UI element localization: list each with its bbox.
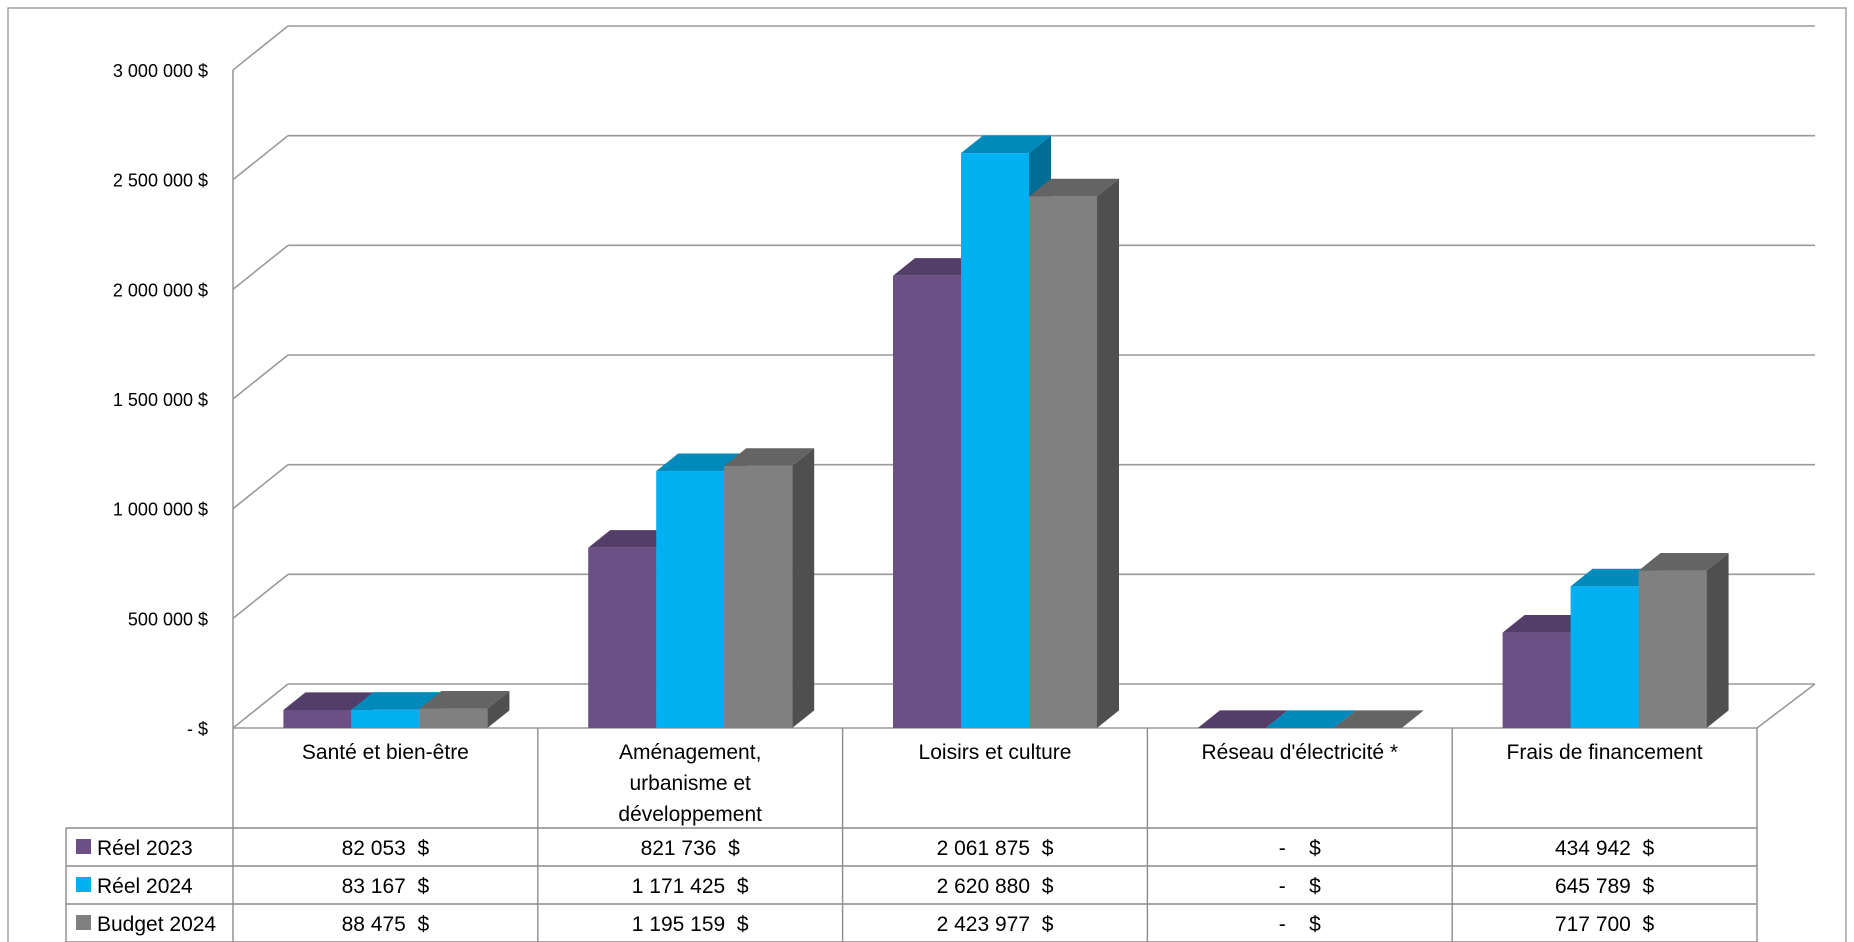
bar-top (724, 448, 815, 466)
bar-front (1570, 586, 1639, 728)
bar-top (1333, 710, 1424, 728)
y-tick-label: 2 000 000 $ (113, 280, 208, 300)
legend-label: Réel 2023 (97, 837, 193, 860)
bar-front (1638, 570, 1707, 728)
bar-front (893, 275, 961, 728)
data-label: 2 061 875 $ (937, 837, 1054, 860)
category-label: urbanisme et (629, 772, 751, 795)
bar-side (487, 690, 510, 728)
y-tick-label: 1 000 000 $ (113, 500, 208, 520)
bar-top (351, 692, 442, 710)
y-tick-label: 3 000 000 $ (113, 61, 208, 81)
bar-top (1197, 710, 1288, 728)
bar-budget-2024-sante-et-bien-etre (419, 690, 510, 728)
legend-label: Réel 2024 (97, 875, 193, 898)
floor-edge-depth (1756, 683, 1816, 729)
bar-top (283, 692, 374, 711)
gridline-depth (232, 135, 289, 181)
category-label: Réseau d'électricité * (1201, 741, 1398, 764)
bar-budget-2024-amenagement-urbanisme-et-developpement (724, 448, 815, 728)
gridline-depth (232, 683, 289, 729)
legend-swatch-reel-2023 (76, 839, 91, 854)
y-tick-label: 1 500 000 $ (113, 390, 208, 410)
chart-frame (7, 7, 1847, 942)
category-label: développement (618, 803, 762, 826)
bar-top (1638, 552, 1729, 571)
legend-label: Budget 2024 (97, 913, 216, 936)
data-label: 88 475 $ (342, 913, 430, 936)
data-label: 717 700 $ (1555, 913, 1655, 936)
data-label: 82 053 $ (342, 837, 430, 860)
bar-front (283, 710, 352, 728)
data-label: 83 167 $ (342, 875, 430, 898)
bar-top (419, 690, 510, 709)
category-label: Santé et bien-être (302, 741, 469, 764)
gridline-depth (232, 244, 289, 290)
data-label: 645 789 $ (1555, 875, 1655, 898)
bar-front (1029, 196, 1097, 728)
bar-front (1502, 632, 1571, 728)
data-label: 2 423 977 $ (937, 913, 1054, 936)
y-tick-label: 2 500 000 $ (113, 171, 208, 191)
bar-top (656, 453, 747, 472)
chart-border (7, 7, 1847, 942)
y-tick-label: - $ (187, 719, 208, 739)
bar-front (419, 708, 488, 728)
bar-top (1502, 615, 1593, 633)
bar-front (961, 153, 1029, 728)
legend-swatch-budget-2024 (76, 915, 91, 930)
bar-side (1706, 552, 1729, 728)
bar-budget-2024-frais-de-financement (1638, 552, 1729, 728)
bar-reel-2024-reseau-d-electricite (1265, 710, 1356, 728)
category-label: Loisirs et culture (919, 741, 1072, 764)
y-axis: - $ 500 000 $ 1 000 000 $ 1 500 000 $ 2 000 … (113, 61, 234, 739)
bar-front (724, 465, 793, 728)
data-label: - $ (1279, 875, 1321, 898)
gridline-depth (232, 464, 289, 510)
bar-budget-2024-loisirs-et-culture (1029, 178, 1119, 729)
category-label: Aménagement, (619, 741, 761, 764)
bar-reel-2023-reseau-d-electricite (1197, 710, 1288, 728)
data-label: - $ (1279, 913, 1321, 936)
data-label: - $ (1279, 837, 1321, 860)
y-tick-label: 500 000 $ (128, 609, 208, 629)
bar-front (656, 471, 725, 728)
bar-top (1570, 568, 1661, 587)
data-label: 2 620 880 $ (937, 875, 1054, 898)
bar-top (961, 135, 1051, 154)
gridline-depth (232, 25, 289, 71)
bar-top (1029, 178, 1119, 197)
data-label: 821 736 $ (641, 837, 741, 860)
bar-top (588, 530, 679, 548)
data-label: 434 942 $ (1555, 837, 1655, 860)
data-label: 1 171 425 $ (632, 875, 749, 898)
legend-swatch-reel-2024 (76, 877, 91, 892)
data-table: Santé et bien-être Aménagement, urbanisme … (65, 728, 1758, 942)
bar-side (1097, 178, 1119, 729)
bar-budget-2024-reseau-d-electricite (1333, 710, 1424, 728)
bar-top (1265, 710, 1356, 728)
gridline-depth (232, 354, 289, 400)
bar-front (588, 547, 657, 728)
bar-front (351, 709, 420, 728)
gridline-depth (232, 573, 289, 619)
data-label: 1 195 159 $ (632, 913, 749, 936)
bar-top (893, 258, 983, 276)
category-label: Frais de financement (1507, 741, 1703, 764)
bars (283, 135, 1729, 729)
bar-side (792, 448, 815, 728)
